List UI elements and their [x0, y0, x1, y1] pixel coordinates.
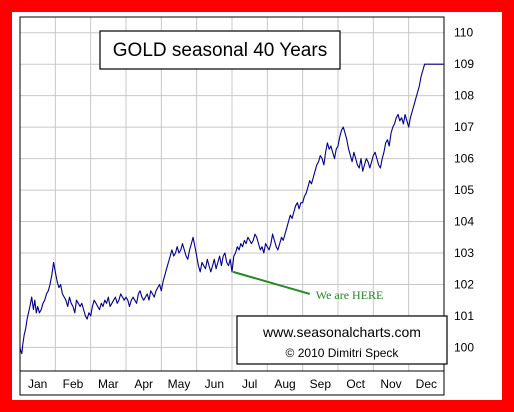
y-tick-label: 109: [454, 57, 474, 71]
y-tick-label: 105: [454, 183, 474, 197]
x-tick-label: May: [168, 377, 191, 391]
y-tick-label: 110: [454, 26, 473, 40]
x-tick-label: Oct: [346, 377, 365, 391]
credits-url: www.seasonalcharts.com: [262, 324, 421, 340]
series-line: [19, 63, 444, 355]
chart-title: GOLD seasonal 40 Years: [113, 40, 327, 61]
x-tick-label: Sep: [310, 377, 332, 391]
pointer-line: [232, 270, 311, 295]
chart-container: We are HERE 100 101 102 103 104 105 106 107 108 1…: [12, 12, 502, 400]
y-axis-ticks: 100 101 102 103 104 105 106 107 108 109 110: [454, 26, 474, 355]
x-tick-label: Jan: [28, 377, 47, 391]
y-tick-label: 103: [454, 246, 474, 260]
x-tick-label: Jun: [205, 377, 224, 391]
credits-box: www.seasonalcharts.com © 2010 Dimitri Sp…: [236, 315, 448, 365]
plot-frame: [19, 16, 445, 396]
y-tick-label: 108: [454, 89, 474, 103]
y-tick-label: 107: [454, 120, 474, 134]
x-tick-label: Mar: [98, 377, 119, 391]
pointer-label: We are HERE: [316, 288, 384, 302]
title-box: GOLD seasonal 40 Years: [99, 30, 341, 70]
x-tick-label: Nov: [380, 377, 401, 391]
credits-copyright: © 2010 Dimitri Speck: [286, 346, 400, 360]
x-tick-label: Dec: [416, 377, 437, 391]
x-axis-ticks: Jan Feb Mar Apr May Jun Jul Aug Sep Oct Nov Dec: [20, 370, 444, 391]
y-tick-label: 100: [454, 340, 474, 354]
x-tick-label: Jul: [242, 377, 257, 391]
y-tick-label: 102: [454, 277, 474, 291]
y-tick-label: 106: [454, 152, 474, 166]
series-layer: [19, 63, 444, 355]
gold-seasonal-chart: We are HERE 1001011021031041051061071081…: [19, 16, 474, 396]
annotation-layer: We are HERE: [232, 270, 384, 302]
x-tick-label: Feb: [63, 377, 84, 391]
y-tick-label: 101: [454, 309, 474, 323]
y-tick-label: 104: [454, 215, 474, 229]
x-tick-label: Aug: [274, 377, 295, 391]
x-tick-label: Apr: [134, 377, 153, 391]
